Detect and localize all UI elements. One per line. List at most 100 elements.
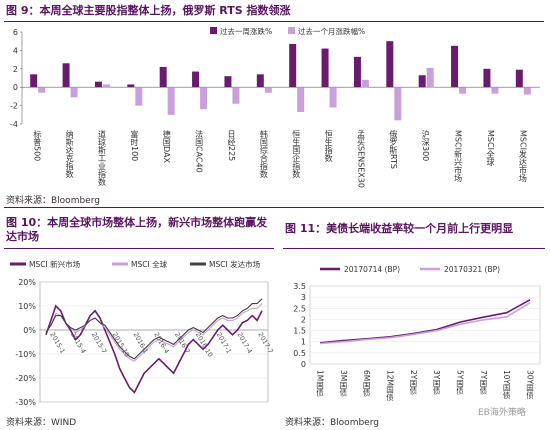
- fig11-source: 资料来源：Bloomberg: [285, 418, 379, 428]
- fig11-x-tick-label: 6M国债: [362, 370, 371, 397]
- fig9-legend-label: 过去一个月涨跌幅%: [298, 26, 365, 36]
- fig11-series-line: [319, 302, 531, 345]
- fig9-category-label: 德国DAX: [162, 129, 171, 163]
- fig11-x-tick-label: 7Y国债: [479, 370, 488, 395]
- fig9-bar-week: [483, 68, 491, 88]
- fig9-bar-month: [135, 87, 143, 106]
- fig10-y-tick-label: -30%: [15, 398, 36, 407]
- fig9-category-label: 孟买SENSEX30: [356, 129, 365, 188]
- fig9-bar-chart: -4 -2 0 2 4 6 标普500 纳斯达克指数 道琼斯工业指数 富时100 德国DAX 法国CA…: [10, 26, 540, 188]
- fig9-y-tick-label: -2: [10, 102, 18, 111]
- fig10-legend-label: MSCI 发达市场: [209, 259, 261, 269]
- fig11-x-tick-label: 2Y国债: [409, 370, 418, 395]
- fig9-category-label: 韩国综合指数: [259, 129, 268, 179]
- fig9-bar-week: [127, 84, 135, 88]
- fig9-bar-week: [62, 63, 70, 88]
- fig9-bar-week: [289, 43, 297, 88]
- fig9-bar-month: [329, 87, 337, 108]
- fig11-x-tick-label: 1M国债: [315, 370, 324, 397]
- fig9-legend-swatch: [288, 27, 295, 34]
- fig11-y-tick-label: 2: [301, 315, 306, 324]
- fig11-plot-frame: [309, 285, 541, 365]
- fig10-series-line: [45, 303, 263, 362]
- fig9-bar-week: [159, 66, 167, 88]
- fig9-source-rule: [4, 207, 544, 208]
- fig10-y-tick-label: 0%: [23, 326, 36, 335]
- fig9-bar-week: [224, 76, 232, 88]
- fig9-y-tick-label: 2: [13, 65, 18, 74]
- fig9-legend-label: 过去一周涨跌%: [220, 26, 272, 36]
- fig9-bar-month: [167, 87, 175, 115]
- fig9-category-label: 道琼斯工业指数: [97, 129, 106, 187]
- fig11-y-tick-label: 3.5: [293, 282, 306, 291]
- fig11-y-tick-label: 0.5: [293, 349, 306, 358]
- fig11-x-tick-label: 3M国债: [339, 370, 348, 397]
- fig10-x-tick-label: 2017-7: [256, 331, 274, 355]
- fig9-category-label: MSCI发达市场: [518, 130, 527, 183]
- fig11-y-tick-label: 1.5: [293, 327, 306, 336]
- fig9-bar-month: [297, 87, 305, 113]
- fig11-x-tick-label: 10Y国债: [502, 370, 511, 400]
- watermark-text: EB海外策略: [478, 408, 526, 418]
- fig10-y-tick-label: 10%: [18, 302, 36, 311]
- fig9-bar-week: [418, 75, 426, 88]
- fig9-bar-month: [102, 84, 110, 88]
- fig9-category-label: 富时100: [130, 129, 139, 161]
- fig10-source: 资料来源：WIND: [6, 418, 77, 428]
- fig11-x-tick-label: 5Y国债: [455, 370, 464, 395]
- fig11-legend-label: 20170714 (BP): [344, 265, 400, 274]
- fig11-y-tick-label: 3: [301, 293, 306, 302]
- fig9-bar-month: [70, 87, 78, 98]
- fig9-bar-month: [459, 87, 467, 94]
- fig10-x-tick-label: 2017-1: [215, 331, 233, 355]
- fig9-y-tick-label: 4: [13, 46, 18, 55]
- fig9-legend-swatch: [210, 27, 217, 34]
- fig10-line-chart: -30%-20%-10%0%10%20%2015-1 2015-4 2015-7 20…: [10, 259, 275, 407]
- fig10-series-line: [45, 304, 263, 394]
- fig10-title: 图 10：本周全球市场整体上扬，新兴市场整体跑赢发达市场: [6, 216, 268, 243]
- fig9-category-label: MSCI全球: [486, 130, 495, 166]
- fig11-y-tick-label: 1: [301, 338, 306, 347]
- fig10-x-tick-label: 2016-10: [194, 331, 215, 359]
- fig10-x-tick-label: 2016-4: [152, 331, 170, 355]
- fig10-title-rule: [4, 248, 274, 249]
- fig9-bar-week: [321, 48, 329, 88]
- fig9-bar-month: [491, 87, 499, 94]
- fig9-category-label: 沪深300: [421, 129, 430, 161]
- fig10-x-tick-label: 2017-4: [235, 331, 253, 355]
- fig10-legend-label: MSCI 新兴市场: [29, 259, 81, 269]
- fig9-bar-month: [232, 87, 240, 104]
- fig9-category-label: 恒生指数: [324, 129, 333, 163]
- fig9-category-label: 日经225: [227, 130, 236, 161]
- fig9-source: 资料来源：Bloomberg: [6, 196, 100, 206]
- fig10-x-tick-label: 2015-7: [90, 331, 108, 355]
- fig9-y-tick-label: -4: [10, 120, 18, 129]
- fig9-bar-week: [256, 74, 264, 88]
- fig10-y-tick-label: 20%: [18, 278, 36, 287]
- fig9-category-label: 标普500: [33, 129, 42, 161]
- fig11-yield-curve-chart: 0 0.5 1 1.5 2 2.5 3 3.5 1M国债 3M国债 6M国债 12M国债 2Y国债 3Y国…: [293, 265, 541, 402]
- fig11-legend-label: 20170321 (BP): [444, 265, 500, 274]
- fig10-x-tick-label: 2016-1: [131, 331, 149, 355]
- fig11-title-rule: [283, 248, 545, 249]
- fig10-legend-label: MSCI 全球: [131, 259, 168, 269]
- fig9-bar-month: [426, 67, 434, 88]
- fig9-bar-week: [94, 81, 102, 88]
- fig9-bar-month: [200, 87, 208, 110]
- fig9-bar-month: [264, 87, 272, 93]
- fig9-bar-week: [30, 74, 38, 88]
- fig9-bar-week: [451, 45, 459, 88]
- fig9-category-label: MSCI新兴市场: [454, 130, 463, 183]
- fig9-bar-month: [38, 87, 46, 93]
- fig9-category-label: 俄罗斯RTS: [389, 129, 398, 169]
- fig9-title: 图 9：本周全球主要股指整体上扬，俄罗斯 RTS 指数领涨: [6, 4, 291, 17]
- fig10-x-tick-label: 2015-4: [69, 331, 87, 355]
- fig9-y-tick-label: 0: [13, 83, 18, 92]
- fig10-series-line: [45, 298, 263, 360]
- fig10-y-tick-label: -20%: [15, 374, 36, 383]
- fig10-y-tick-label: -10%: [15, 350, 36, 359]
- fig10-x-tick-label: 2015-10: [111, 331, 132, 359]
- fig9-title-rule: [4, 21, 544, 22]
- fig9-bar-month: [361, 79, 369, 88]
- fig11-series-line: [319, 299, 531, 344]
